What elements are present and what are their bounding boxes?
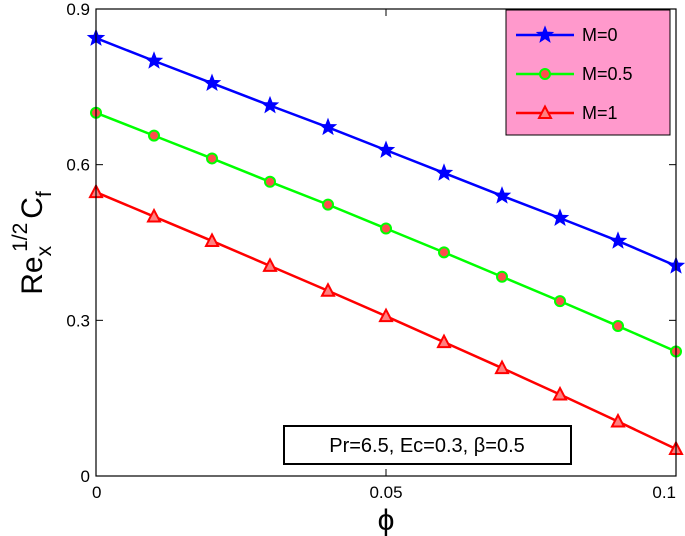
data-point-2-7 [494,359,510,375]
x-axis-label: ϕ [378,504,395,536]
y-tick-label: 0 [81,467,90,486]
data-point-0-5 [376,140,396,158]
legend-item-0: M=0 [516,25,618,45]
data-point-0-9 [608,231,628,249]
series-layer [86,28,685,456]
y-tick-label: 0.3 [66,311,90,330]
y-axis-label-var-sub: f [33,191,56,197]
legend-label: M=0.5 [582,64,633,84]
data-point-2-6 [436,333,452,349]
y-axis-label-sup: 1/2 [9,223,32,252]
legend-item-2: M=1 [516,103,618,123]
data-point-1-1 [148,129,160,142]
data-point-1-2 [206,152,218,165]
data-point-1-8 [554,295,566,308]
legend-item-1: M=0.5 [516,64,633,84]
x-tick-label: 0 [92,483,101,502]
data-point-1-9 [612,320,624,333]
series-2 [88,183,684,456]
data-point-2-4 [320,282,336,297]
data-point-1-7 [496,270,508,283]
data-point-2-9 [610,412,626,428]
svg-text:Rex1/2Cf: Rex1/2 Cf [9,191,56,295]
data-point-0-3 [260,95,280,114]
data-point-2-1 [146,207,162,223]
data-point-0-2 [202,73,222,92]
legend-label: M=0 [582,25,618,45]
annotation-box [283,425,572,465]
legend-marker [535,25,555,43]
y-axis-label-sub: x [33,245,56,256]
data-point-2-5 [378,307,394,323]
data-point-2-3 [262,257,278,272]
series-1 [90,106,682,358]
y-tick-label: 0.6 [66,156,90,175]
ticks-layer: 0 0.3 0.6 0.9 0 0.05 0.1 [66,0,677,502]
legend-items: M=0 M=0.5 M=1 [516,25,633,123]
legend-label: M=1 [582,103,618,123]
data-point-0-6 [434,163,454,181]
data-point-2-8 [552,385,568,401]
y-axis-label: Rex1/2 Cf [9,191,56,295]
data-point-1-6 [438,246,450,259]
legend-marker [537,104,553,119]
data-point-0-1 [144,51,164,69]
y-axis-label-var: C [16,197,49,219]
y-tick-label: 0.9 [66,0,90,19]
x-tick-label: 0.05 [369,483,402,502]
data-point-1-5 [380,222,392,235]
data-point-0-4 [318,117,338,136]
data-point-1-4 [322,198,334,211]
legend-marker [539,68,551,80]
data-point-1-3 [264,175,276,188]
data-point-2-2 [204,232,220,247]
y-axis-label-base: Re [16,256,49,294]
x-tick-label: 0.1 [652,483,676,502]
data-point-0-7 [492,186,512,204]
annotation: Pr=6.5, Ec=0.3, β=0.5 [283,425,572,465]
annotation-text: Pr=6.5, Ec=0.3, β=0.5 [329,435,525,457]
legend: M=0 M=0.5 M=1 [505,9,671,136]
data-point-0-8 [550,208,570,226]
